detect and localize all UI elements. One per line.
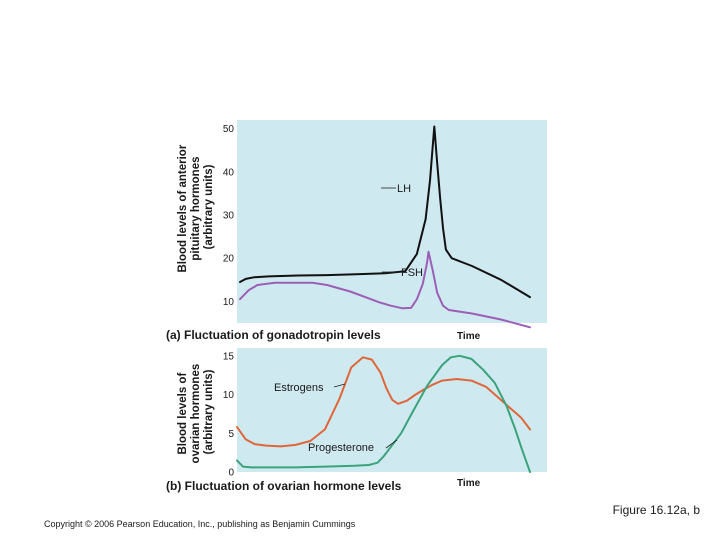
y-tick-label: 15	[223, 351, 235, 362]
panel-title-gonadotropin: (a) Fluctuation of gonadotropin levels	[166, 328, 381, 342]
y-tick-label: 5	[228, 429, 234, 440]
annotation-lh: LH	[397, 183, 411, 195]
chart-gonadotropin: Blood levels of anterior pituitary hormo…	[166, 120, 547, 342]
annotation-fsh: FSH	[401, 267, 423, 279]
annotation-estrogens: Estrogens	[274, 382, 324, 394]
plot-area-gonadotropin	[237, 120, 547, 323]
x-axis-label-gonadotropin: Time	[457, 331, 481, 342]
y-axis-label-line: (arbitrary units)	[203, 164, 215, 249]
y-tick-label: 50	[223, 124, 235, 135]
panel-title-ovarian: (b) Fluctuation of ovarian hormone level…	[166, 479, 402, 493]
y-ticks-gonadotropin: 10 20 30 40 50	[223, 124, 235, 308]
copyright-notice: Copyright © 2006 Pearson Education, Inc.…	[44, 519, 355, 529]
chart-ovarian: Blood levels of ovarian hormones (arbitr…	[166, 348, 547, 493]
y-tick-label: 10	[223, 297, 235, 308]
y-axis-label-line: Blood levels of	[177, 373, 189, 455]
y-tick-label: 40	[223, 167, 235, 178]
y-axis-label-gonadotropin: Blood levels of anterior pituitary hormo…	[177, 141, 215, 272]
y-axis-label-line: Blood levels of anterior	[177, 144, 189, 272]
y-axis-label-line: (arbitrary units)	[203, 369, 215, 454]
annotation-progesterone: Progesterone	[308, 442, 374, 454]
y-tick-label: 30	[223, 211, 235, 222]
y-axis-label-line: ovarian hormones	[190, 364, 202, 464]
figure-caption: Figure 16.12a, b	[613, 503, 700, 517]
y-tick-label: 0	[228, 468, 234, 479]
y-ticks-ovarian: 0 5 10 15	[223, 351, 235, 478]
y-tick-label: 20	[223, 254, 235, 265]
x-axis-label-ovarian: Time	[457, 478, 481, 489]
y-axis-label-ovarian: Blood levels of ovarian hormones (arbitr…	[177, 361, 215, 464]
y-tick-label: 10	[223, 390, 235, 401]
y-axis-label-line: pituitary hormones	[190, 157, 202, 261]
plot-area-ovarian	[237, 348, 547, 472]
